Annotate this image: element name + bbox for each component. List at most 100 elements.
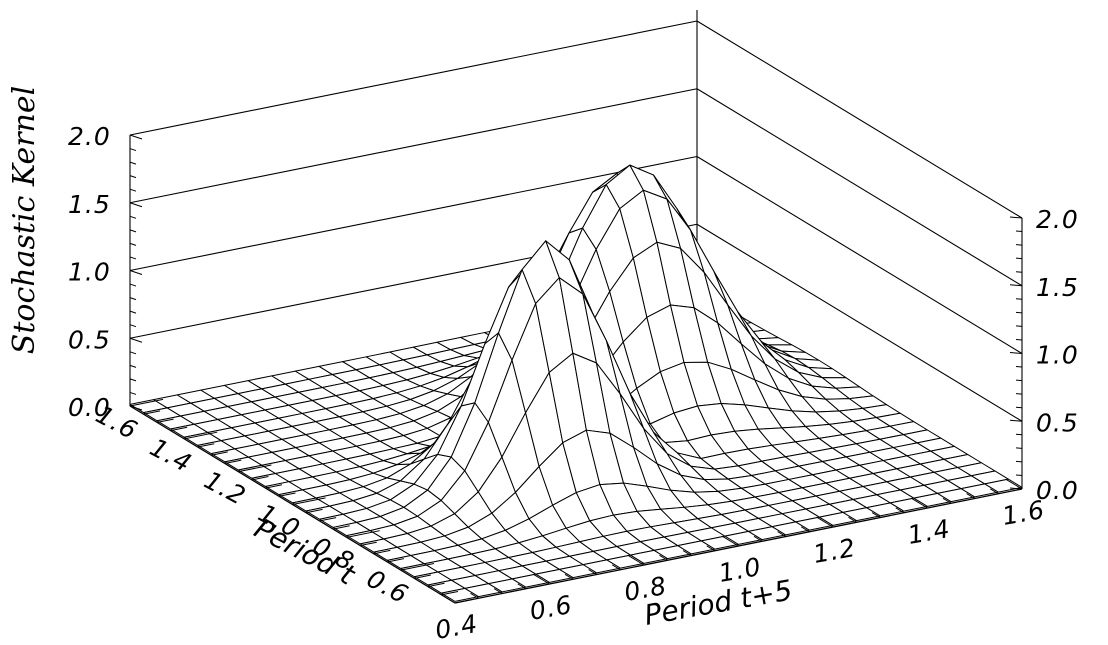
x-minor-tick <box>470 592 479 599</box>
x-tick-label: 1.2 <box>811 533 858 569</box>
z-right-tick <box>1009 487 1023 490</box>
y-minor-tick <box>224 459 242 464</box>
y-minor-tick <box>170 426 188 432</box>
z-tick-label-right: 1.0 <box>1036 341 1079 370</box>
surface-wireframe <box>129 164 1023 602</box>
z-right-tick <box>1015 406 1023 409</box>
y-minor-tick <box>251 476 269 481</box>
z-right-tick <box>1015 366 1023 368</box>
y-minor-tick <box>441 590 459 596</box>
z-right-tick <box>1009 419 1023 422</box>
x-minor-tick <box>966 493 976 499</box>
back-wall-gridline <box>129 20 698 136</box>
z-left-tick <box>129 364 137 368</box>
x-minor-tick <box>706 545 716 552</box>
back-wall-gridline <box>129 88 698 204</box>
z-left-tick <box>129 215 137 219</box>
y-minor-tick <box>360 541 377 547</box>
z-left-tick <box>129 148 137 152</box>
x-minor-tick <box>753 535 763 542</box>
z-left-tick <box>129 242 137 246</box>
side-wall-gridline <box>696 20 1023 219</box>
z-tick-label-right: 2.0 <box>1036 205 1079 234</box>
z-tick-label-left: 0.0 <box>68 393 111 422</box>
z-right-tick <box>1009 216 1023 219</box>
z-right-tick <box>1015 271 1023 273</box>
x-minor-tick <box>895 507 905 514</box>
x-minor-tick <box>800 526 810 533</box>
y-minor-tick <box>319 517 337 522</box>
x-major-tick <box>816 516 834 528</box>
z-left-tick <box>129 175 137 179</box>
z-tick-label-left: 2.0 <box>68 122 111 151</box>
z-left-tick <box>129 391 137 395</box>
z-right-tick <box>1015 325 1023 327</box>
z-right-tick <box>1015 257 1023 260</box>
z-left-tick <box>129 378 137 382</box>
x-major-tick <box>627 554 645 566</box>
z-right-tick <box>1015 230 1023 233</box>
y-minor-tick <box>454 599 472 604</box>
z-right-tick <box>1015 298 1023 300</box>
x-minor-tick <box>588 569 598 575</box>
y-minor-tick <box>211 451 228 456</box>
y-minor-tick <box>197 443 215 448</box>
z-left-tick <box>129 161 137 165</box>
side-wall-gridline <box>696 223 1023 422</box>
x-minor-tick <box>871 512 881 518</box>
surface-cell <box>984 478 1023 493</box>
z-left-tick <box>129 256 137 260</box>
z-right-tick <box>1009 352 1023 354</box>
z-right-tick <box>1015 433 1023 436</box>
x-minor-tick <box>777 531 787 537</box>
y-major-tick <box>400 563 435 571</box>
x-minor-tick <box>659 554 668 561</box>
z-left-tick <box>129 337 143 343</box>
x-minor-tick <box>848 516 857 523</box>
z-right-tick <box>1009 284 1023 287</box>
z-tick-label-right: 0.5 <box>1036 408 1079 437</box>
z-left-tick <box>129 229 137 233</box>
y-minor-tick <box>265 484 283 489</box>
z-right-tick <box>1015 244 1023 246</box>
x-major-tick <box>1005 478 1023 490</box>
z-left-tick <box>129 188 137 192</box>
z-left-tick <box>129 351 137 355</box>
x-minor-tick <box>942 497 952 504</box>
x-minor-tick <box>564 573 574 580</box>
y-major-tick <box>238 464 272 473</box>
x-minor-tick <box>989 488 999 495</box>
y-major-tick <box>129 398 164 407</box>
x-minor-tick <box>517 583 527 590</box>
z-right-tick <box>1015 460 1023 463</box>
y-minor-tick <box>305 508 323 514</box>
x-minor-tick <box>493 588 503 594</box>
y-major-tick <box>184 431 218 440</box>
z-left-tick <box>129 405 143 411</box>
z-left-tick <box>129 297 137 301</box>
z-tick-label-left: 1.5 <box>68 190 111 219</box>
y-minor-tick <box>414 574 432 579</box>
x-major-tick <box>721 535 739 547</box>
x-tick-label: 0.6 <box>528 590 575 626</box>
z-left-tick <box>129 270 143 275</box>
y-minor-tick <box>387 558 404 563</box>
x-tick-label: 1.4 <box>906 514 953 550</box>
y-minor-tick <box>427 582 445 588</box>
z-axis-title: Stochastic Kernel <box>7 86 42 354</box>
z-tick-label-left: 0.5 <box>68 325 111 354</box>
z-left-tick <box>129 324 137 328</box>
x-tick-label: 0.4 <box>433 609 480 645</box>
back-wall-gridline <box>129 155 698 272</box>
side-wall-gridline <box>696 88 1023 287</box>
x-minor-tick <box>611 564 621 571</box>
z-right-tick <box>1015 393 1023 395</box>
y-minor-tick <box>333 525 350 530</box>
x-major-tick <box>532 573 550 585</box>
z-tick-label-right: 1.5 <box>1036 273 1079 302</box>
y-minor-tick <box>373 549 391 555</box>
z-left-tick <box>129 134 143 140</box>
z-right-tick <box>1015 379 1023 382</box>
z-tick-label-left: 1.0 <box>68 258 111 287</box>
